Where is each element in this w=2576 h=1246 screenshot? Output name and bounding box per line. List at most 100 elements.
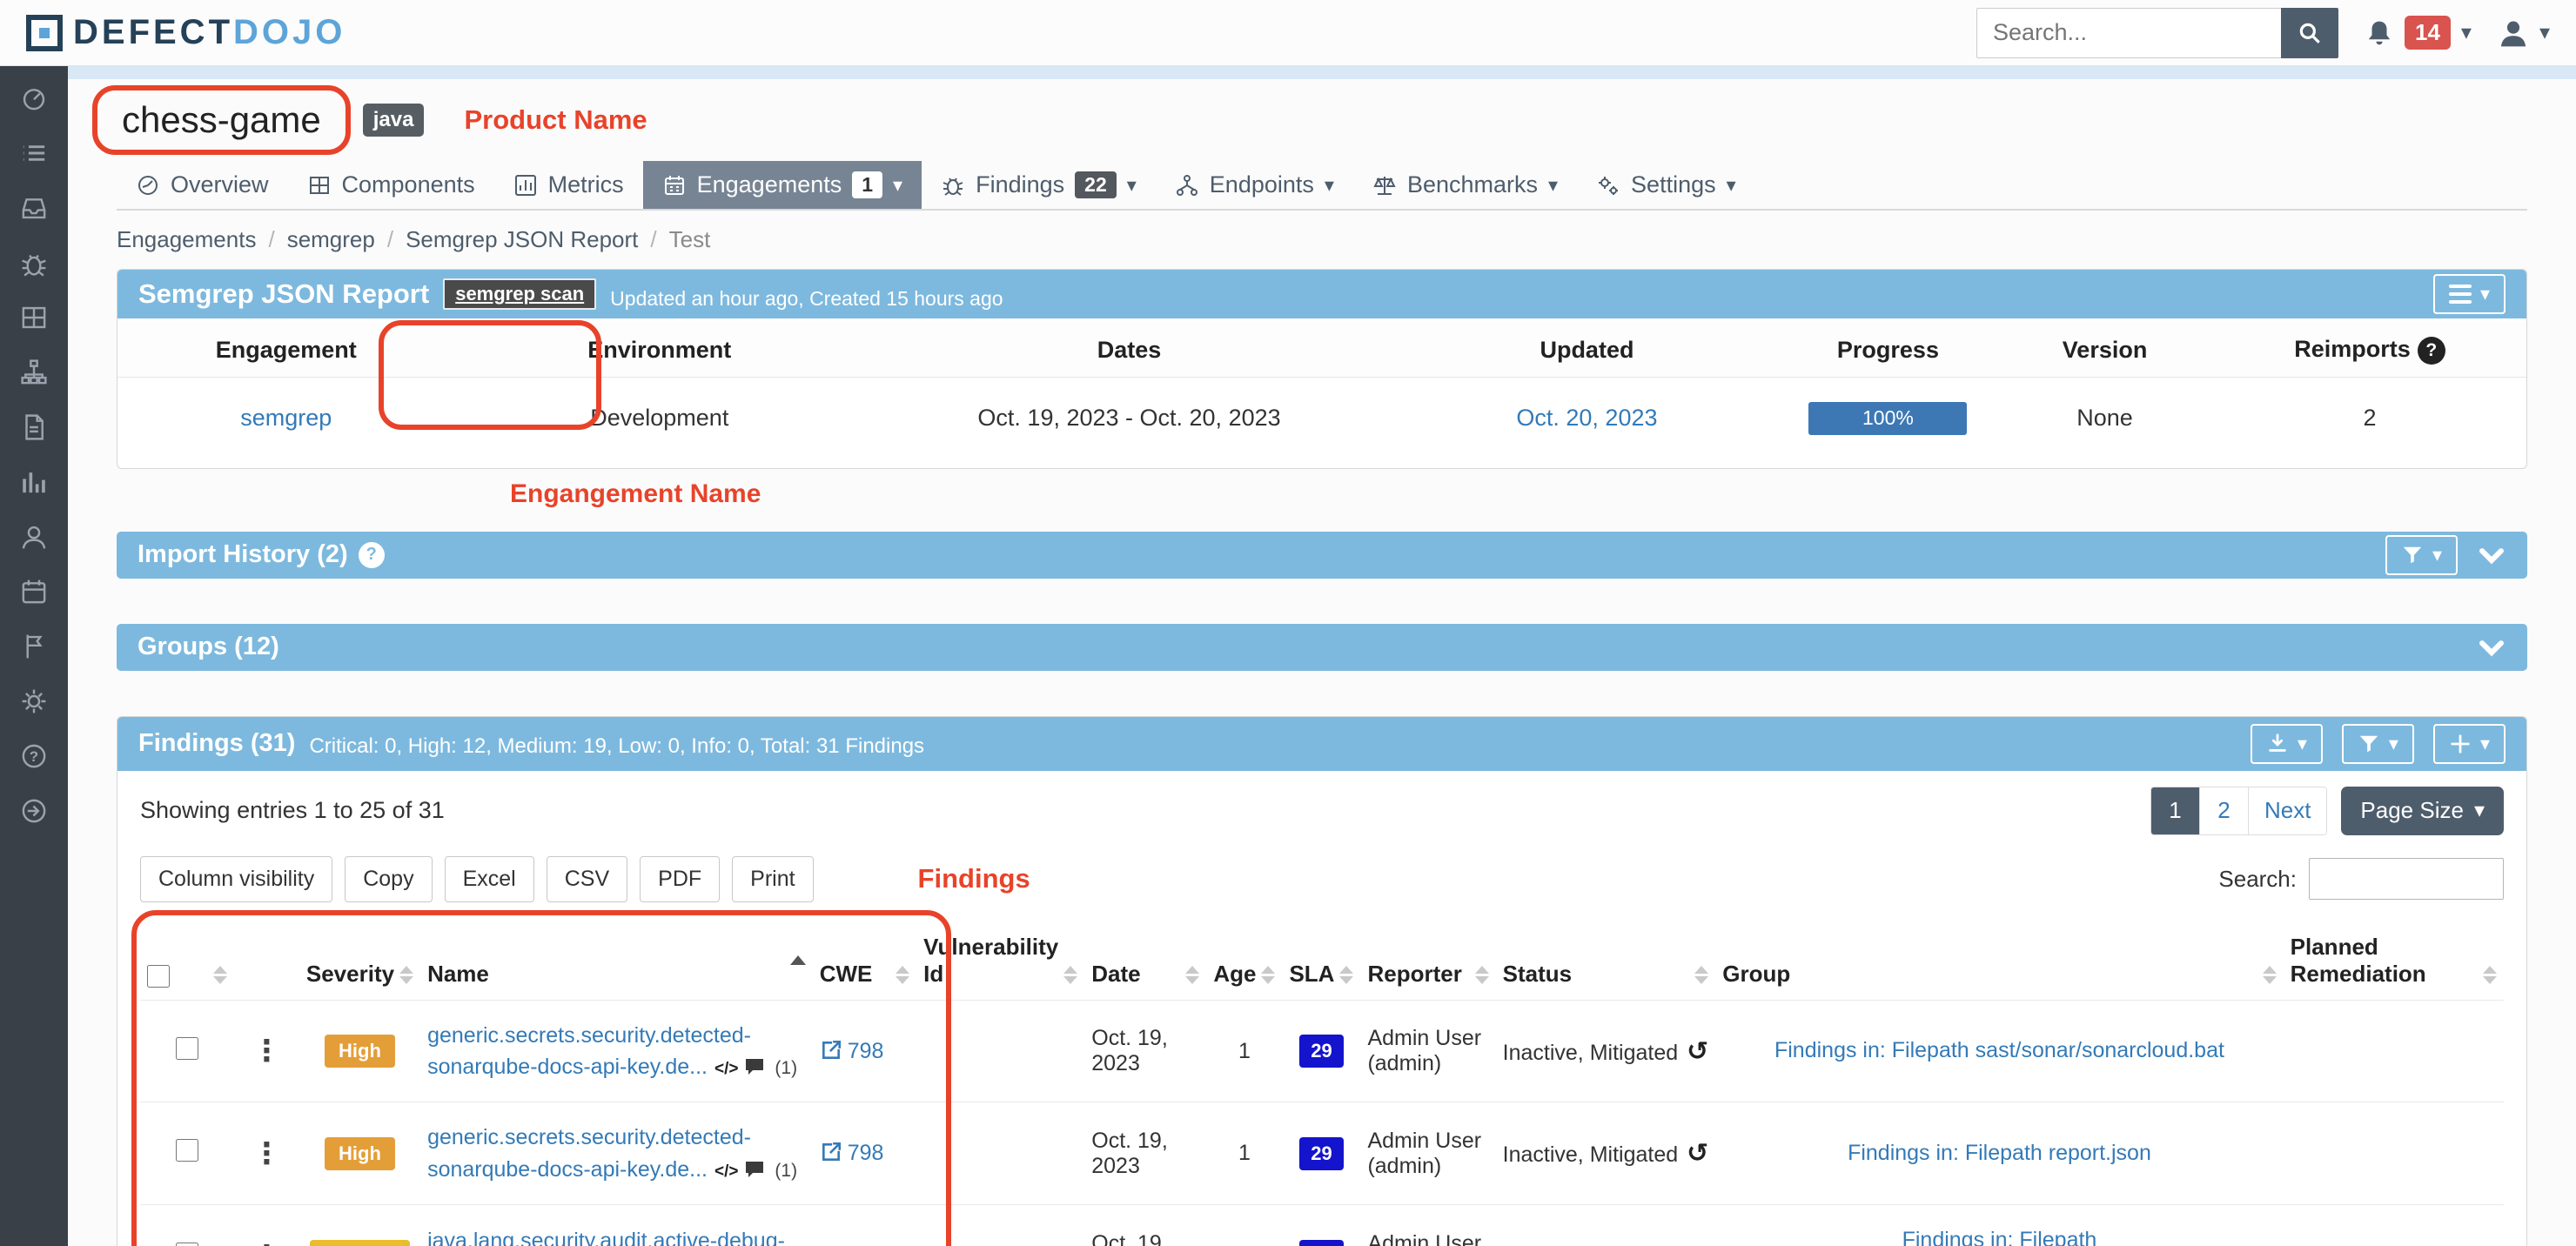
sort-ascending-icon <box>789 955 806 965</box>
report-menu-button[interactable]: ▾ <box>2432 274 2506 314</box>
dashboard-icon[interactable] <box>17 82 50 115</box>
copy-button[interactable]: Copy <box>345 855 433 902</box>
global-search-input[interactable] <box>1976 7 2281 58</box>
status-header[interactable]: Status <box>1496 921 1716 1001</box>
pdf-button[interactable]: PDF <box>640 855 721 902</box>
breadcrumb-report[interactable]: Semgrep JSON Report <box>406 226 639 252</box>
reporter-header[interactable]: Reporter <box>1360 921 1495 1001</box>
product-tab-bar: Overview Components Metrics Engagements … <box>117 161 2527 211</box>
tab-metrics[interactable]: Metrics <box>494 161 643 209</box>
notifications[interactable]: 14 ▾ <box>2365 16 2472 50</box>
status-cell: Inactive, Mitigated↺ <box>1495 1203 1716 1246</box>
finding-name-link[interactable]: java.lang.security.audit.active-debug-co… <box>427 1229 785 1246</box>
tab-benchmarks[interactable]: Benchmarks ▾ <box>1353 161 1577 209</box>
print-button[interactable]: Print <box>732 855 814 902</box>
svg-text:?: ? <box>30 748 38 765</box>
tab-findings[interactable]: Findings 22 ▾ <box>922 161 1156 209</box>
csv-button[interactable]: CSV <box>546 855 628 902</box>
calendar-icon[interactable] <box>17 575 50 608</box>
benchmark-flag-icon[interactable] <box>17 630 50 663</box>
tab-endpoints[interactable]: Endpoints ▾ <box>1156 161 1353 209</box>
reimports-help-icon[interactable]: ? <box>2417 336 2445 365</box>
planned-remediation-header[interactable]: Planned Remediation <box>2284 921 2504 1001</box>
history-icon[interactable]: ↺ <box>1687 1139 1709 1169</box>
findings-download-button[interactable]: ▾ <box>2250 723 2323 764</box>
kebab-menu-icon[interactable]: ⋮ <box>252 1035 282 1068</box>
date-header[interactable]: Date <box>1084 921 1206 1001</box>
global-search-button[interactable] <box>2280 7 2338 58</box>
history-icon[interactable]: ↺ <box>1687 1243 1708 1246</box>
import-history-title: Import History (2) <box>138 540 348 569</box>
notification-count-badge: 14 <box>2404 16 2451 50</box>
row-checkbox[interactable] <box>175 1139 198 1162</box>
breadcrumb-engagements[interactable]: Engagements <box>117 226 257 252</box>
cwe-header[interactable]: CWE <box>813 921 916 1001</box>
updated-date-link[interactable]: Oct. 20, 2023 <box>1516 405 1658 432</box>
cwe-link[interactable]: 489 <box>848 1244 884 1246</box>
select-all-header[interactable] <box>140 921 234 1001</box>
tab-settings[interactable]: Settings ▾ <box>1577 161 1755 209</box>
page-2-button[interactable]: 2 <box>2199 787 2249 834</box>
column-visibility-button[interactable]: Column visibility <box>140 855 333 902</box>
kebab-menu-icon[interactable]: ⋮ <box>252 1240 281 1246</box>
group-header[interactable]: Group <box>1715 921 2283 1001</box>
severity-badge: High <box>325 1035 395 1068</box>
finding-name-link[interactable]: generic.secrets.security.detected-sonarq… <box>427 1022 751 1080</box>
select-all-checkbox[interactable] <box>147 964 170 988</box>
excel-button[interactable]: Excel <box>444 855 534 902</box>
sitemap-icon[interactable] <box>17 356 50 389</box>
import-history-chevron-icon[interactable] <box>2477 540 2506 570</box>
findings-add-button[interactable]: ▾ <box>2432 723 2506 764</box>
cwe-link[interactable]: 798 <box>847 1141 884 1166</box>
import-history-filter-button[interactable]: ▾ <box>2385 534 2458 575</box>
defectdojo-logo[interactable]: DEFECTDOJO <box>26 13 345 52</box>
user-menu[interactable]: ▾ <box>2498 17 2550 49</box>
progress-bar: 100% <box>1808 401 1968 435</box>
row-checkbox[interactable] <box>175 1036 198 1060</box>
external-link-icon <box>822 1040 841 1059</box>
bug-icon[interactable] <box>17 246 50 279</box>
vulnerability-id-header[interactable]: Vulnerability Id <box>916 921 1084 1001</box>
kebab-menu-icon[interactable]: ⋮ <box>252 1136 282 1170</box>
table-icon[interactable] <box>17 301 50 334</box>
date-cell: Oct. 19, 2023 <box>1084 999 1207 1102</box>
cwe-link[interactable]: 798 <box>847 1038 884 1063</box>
engagement-link[interactable]: semgrep <box>240 405 332 432</box>
next-page-button[interactable]: Next <box>2248 787 2327 834</box>
inbox-icon[interactable] <box>17 191 50 224</box>
tab-overview[interactable]: Overview <box>117 161 288 209</box>
page-title-product-name[interactable]: chess-game <box>122 99 321 140</box>
tab-components[interactable]: Components <box>288 161 494 209</box>
breadcrumb-semgrep[interactable]: semgrep <box>286 226 375 252</box>
users-icon[interactable] <box>17 520 50 553</box>
finding-name-link[interactable]: generic.secrets.security.detected-sonarq… <box>427 1125 751 1182</box>
groups-bar[interactable]: Groups (12) <box>117 623 2527 671</box>
metrics-icon[interactable] <box>17 466 50 499</box>
report-header-bar: Semgrep JSON Report semgrep scan Updated… <box>117 270 2526 318</box>
import-history-help-icon[interactable]: ? <box>358 541 385 568</box>
groups-chevron-icon[interactable] <box>2477 633 2506 662</box>
help-circle-icon[interactable]: ? <box>17 740 50 773</box>
history-icon[interactable]: ↺ <box>1687 1036 1709 1066</box>
report-file-icon[interactable] <box>17 411 50 444</box>
group-link[interactable]: Findings in: Filepath src/main/java/core… <box>1902 1227 2097 1246</box>
list-icon[interactable] <box>17 137 50 170</box>
scan-type-badge[interactable]: semgrep scan <box>443 278 597 310</box>
global-search <box>1976 7 2338 58</box>
gear-icon[interactable] <box>17 685 50 718</box>
findings-filter-button[interactable]: ▾ <box>2341 723 2414 764</box>
group-link[interactable]: Findings in: Filepath sast/sonar/sonarcl… <box>1774 1038 2224 1063</box>
table-search-input[interactable] <box>2309 858 2504 901</box>
severity-header[interactable]: Severity <box>299 921 420 1001</box>
import-history-bar[interactable]: Import History (2) ? ▾ <box>117 531 2527 579</box>
status-cell: Inactive, Mitigated↺ <box>1495 1102 1716 1205</box>
age-header[interactable]: Age <box>1206 921 1282 1001</box>
name-header[interactable]: Name <box>420 921 813 1001</box>
tab-engagements[interactable]: Engagements 1 ▾ <box>642 161 922 209</box>
sla-header[interactable]: SLA <box>1282 921 1360 1001</box>
sign-out-icon[interactable] <box>17 794 50 827</box>
page-1-button[interactable]: 1 <box>2150 787 2200 834</box>
page-size-button[interactable]: Page Size ▾ <box>2341 786 2504 835</box>
group-link[interactable]: Findings in: Filepath report.json <box>1848 1140 2151 1165</box>
row-checkbox[interactable] <box>175 1242 198 1246</box>
